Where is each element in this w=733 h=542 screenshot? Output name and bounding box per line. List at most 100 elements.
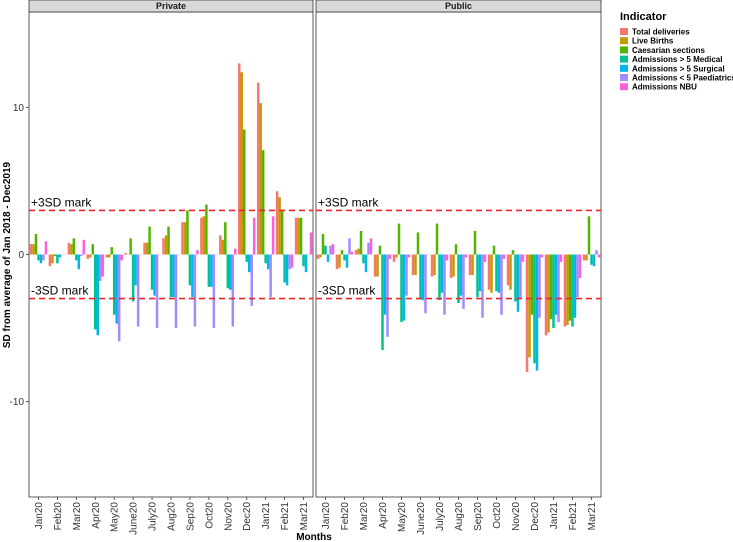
bar: [324, 245, 327, 255]
bar: [506, 254, 510, 286]
bar: [568, 254, 572, 321]
bar: [196, 250, 199, 255]
bar: [533, 254, 536, 364]
bar: [191, 254, 194, 298]
x-tick-label: June20: [416, 502, 427, 535]
bar: [252, 217, 256, 255]
bar: [430, 254, 434, 277]
bar: [278, 197, 281, 255]
bar: [502, 254, 506, 259]
bar: [247, 254, 251, 273]
bar: [115, 254, 118, 324]
bar: [221, 239, 225, 255]
bar: [226, 254, 230, 289]
bar: [516, 254, 520, 312]
bar: [243, 129, 246, 255]
bar: [473, 230, 477, 255]
bar: [72, 238, 76, 255]
bar: [275, 191, 279, 255]
bars: [29, 63, 313, 342]
bar: [80, 254, 83, 256]
bar: [124, 253, 127, 255]
bar: [438, 254, 441, 301]
bar: [495, 254, 498, 292]
bar: [148, 226, 151, 255]
bar: [150, 254, 154, 290]
bar: [82, 239, 86, 255]
bar: [174, 254, 178, 328]
x-tick-label: Apr20: [378, 502, 389, 529]
bar: [316, 254, 320, 259]
bar: [110, 247, 113, 255]
x-tick-label: Jan21: [261, 502, 272, 530]
bar: [39, 254, 43, 264]
legend-label: Admissions > 5 Medical: [632, 55, 722, 64]
bar: [549, 254, 553, 320]
x-axis-title: Months: [296, 532, 332, 542]
legend-item: Admissions > 5 Surgical: [620, 64, 725, 73]
bar: [405, 254, 408, 296]
bar: [525, 254, 529, 373]
bar: [345, 254, 349, 268]
bar: [70, 244, 73, 255]
bar: [329, 245, 332, 255]
bar: [48, 254, 52, 267]
bar: [509, 254, 512, 290]
bar: [354, 250, 358, 255]
legend-item: Admissions > 5 Medical: [620, 55, 722, 64]
bar: [538, 254, 541, 318]
bar: [229, 254, 232, 290]
x-tick-label: Aug20: [454, 502, 465, 531]
reference-line-label: +3SD mark: [318, 195, 379, 209]
bar: [37, 254, 40, 261]
bar: [319, 254, 322, 258]
bar: [172, 254, 175, 298]
reference-line-label: -3SD mark: [31, 284, 89, 298]
bar: [338, 254, 341, 268]
legend-swatch: [620, 64, 628, 72]
bar: [362, 254, 365, 264]
legend-label: Admissions > 5 Surgical: [632, 64, 725, 73]
bar: [167, 226, 170, 255]
bar: [376, 254, 379, 277]
bar: [595, 250, 598, 255]
bar: [497, 254, 501, 293]
facet-strip-label: Public: [445, 1, 472, 11]
bar: [582, 254, 586, 261]
bar: [381, 254, 384, 351]
bar: [259, 103, 262, 255]
bar: [169, 254, 173, 298]
bar: [521, 254, 525, 262]
facet-strip: [315, 0, 602, 13]
bar: [75, 254, 78, 261]
bar: [535, 254, 539, 371]
bar: [224, 222, 227, 255]
bar: [587, 216, 591, 255]
x-tick-label: Jan20: [321, 502, 332, 530]
legend-item: Total deliveries: [620, 28, 690, 37]
bar: [487, 254, 491, 290]
bar: [478, 254, 482, 292]
bar: [271, 216, 275, 255]
bar: [519, 254, 522, 299]
bar: [576, 254, 579, 298]
x-tick-label: Jan21: [549, 502, 560, 530]
x-tick-label: Dec20: [242, 502, 253, 531]
bar: [471, 254, 474, 276]
bar: [134, 254, 137, 286]
bar: [476, 254, 479, 298]
bar: [288, 254, 291, 270]
facet-strip-label: Private: [156, 1, 186, 11]
bar: [557, 254, 560, 323]
bar: [552, 254, 555, 328]
bar: [348, 238, 351, 255]
bar: [321, 233, 325, 255]
bar: [269, 254, 272, 298]
legend-label: Total deliveries: [632, 28, 690, 37]
bar: [283, 254, 286, 283]
legend-swatch: [620, 83, 628, 91]
bar: [205, 204, 208, 255]
bar: [89, 254, 92, 258]
bar: [340, 250, 344, 255]
bar: [261, 150, 265, 255]
